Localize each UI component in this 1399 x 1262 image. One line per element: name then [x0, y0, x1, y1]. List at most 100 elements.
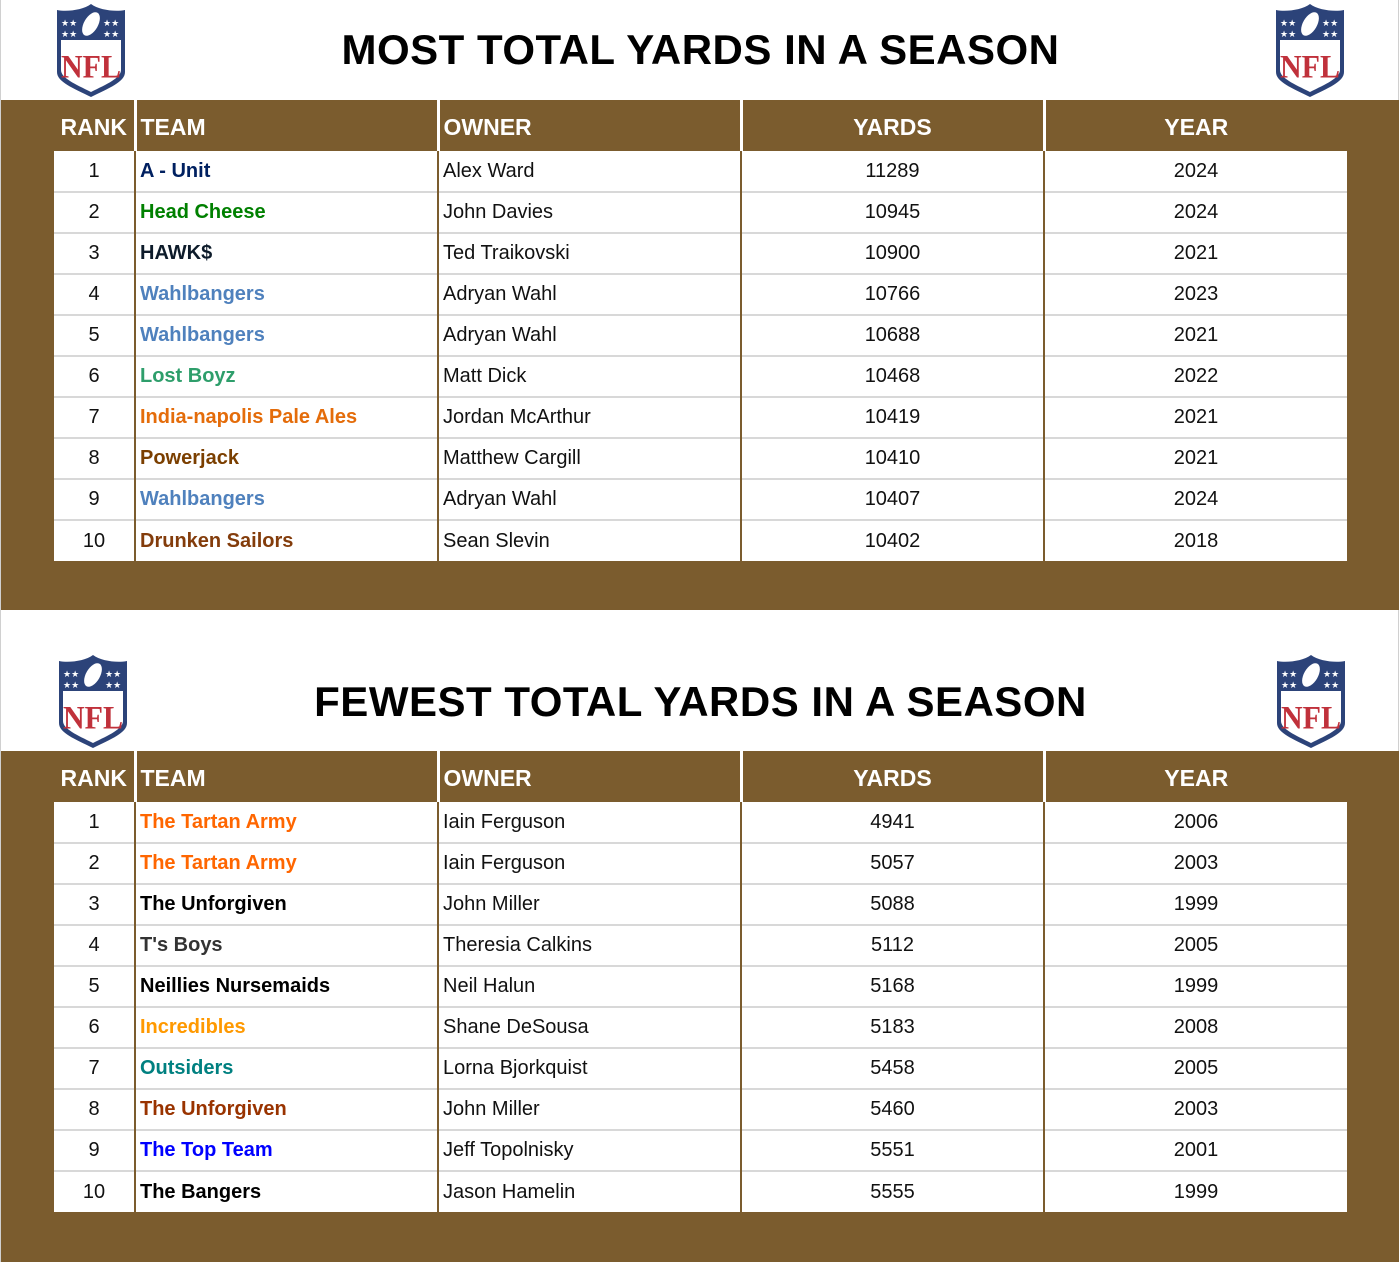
owner-cell: Iain Ferguson — [437, 802, 741, 843]
team-cell: T's Boys — [134, 924, 438, 966]
year-cell: 2008 — [1043, 1006, 1347, 1048]
owner-cell: Sean Slevin — [437, 519, 741, 561]
year-cell: 1999 — [1043, 965, 1347, 1007]
year-cell: 2024 — [1043, 478, 1347, 520]
owner-cell: John Miller — [437, 1088, 741, 1130]
header-row: RANK TEAM OWNER YARDS YEAR — [54, 100, 1347, 151]
owner-cell: Jeff Topolnisky — [437, 1129, 741, 1171]
svg-text:★★: ★★ — [105, 670, 121, 680]
table-row: 10 The Bangers Jason Hamelin 5555 1999 — [54, 1170, 1347, 1212]
yards-cell: 10410 — [740, 437, 1044, 479]
page-title: FEWEST TOTAL YARDS IN A SEASON — [314, 678, 1087, 725]
rank-cell: 5 — [54, 314, 135, 356]
year-cell: 2021 — [1043, 396, 1347, 438]
column-header-team: TEAM — [133, 100, 438, 151]
table-row: 5 Neillies Nursemaids Neil Halun 5168 1999 — [54, 965, 1347, 1007]
svg-text:★★: ★★ — [1322, 30, 1338, 40]
team-cell: Head Cheese — [134, 191, 438, 233]
yards-cell: 5057 — [740, 842, 1044, 884]
svg-text:★★: ★★ — [105, 681, 121, 691]
svg-text:★★: ★★ — [61, 19, 77, 29]
team-cell: The Tartan Army — [134, 842, 438, 884]
rank-cell: 8 — [54, 1088, 135, 1130]
nfl-logo-icon: ★★ ★★ ★★ ★★ NFL — [1273, 653, 1349, 749]
column-header-rank: RANK — [60, 114, 127, 140]
rank-cell: 10 — [54, 519, 135, 561]
svg-text:★★: ★★ — [1323, 670, 1339, 680]
nfl-logo-icon: ★★ ★★ ★★ ★★ NFL — [1272, 2, 1348, 98]
yards-cell: 5458 — [740, 1047, 1044, 1089]
page-title: MOST TOTAL YARDS IN A SEASON — [341, 26, 1060, 73]
table-row: 4 Wahlbangers Adryan Wahl 10766 2023 — [54, 273, 1347, 315]
team-cell: Wahlbangers — [134, 273, 438, 315]
yards-cell: 5088 — [740, 883, 1044, 925]
yards-cell: 10766 — [740, 273, 1044, 315]
team-cell: Lost Boyz — [134, 355, 438, 397]
team-cell: Neillies Nursemaids — [134, 965, 438, 1007]
nfl-logo-icon: ★★ ★★ ★★ ★★ NFL — [53, 2, 129, 98]
table-row: 5 Wahlbangers Adryan Wahl 10688 2021 — [54, 314, 1347, 356]
rank-cell: 1 — [54, 802, 135, 843]
owner-cell: John Davies — [437, 191, 741, 233]
column-header-rank: RANK — [60, 765, 127, 791]
rank-cell: 7 — [54, 396, 135, 438]
table-row: 9 The Top Team Jeff Topolnisky 5551 2001 — [54, 1129, 1347, 1171]
team-cell: A - Unit — [134, 151, 438, 192]
table-band: RANK TEAM OWNER YARDS YEAR 1 A - Unit Alex Ward… — [1, 100, 1399, 610]
year-cell: 2021 — [1043, 314, 1347, 356]
yards-cell: 5183 — [740, 1006, 1044, 1048]
svg-text:★★: ★★ — [103, 30, 119, 40]
team-cell: The Tartan Army — [134, 802, 438, 843]
owner-cell: Alex Ward — [437, 151, 741, 192]
rank-cell: 10 — [54, 1170, 135, 1212]
year-cell: 2024 — [1043, 151, 1347, 192]
yards-cell: 10688 — [740, 314, 1044, 356]
svg-text:★★: ★★ — [1280, 19, 1296, 29]
rank-cell: 9 — [54, 1129, 135, 1171]
year-cell: 2021 — [1043, 232, 1347, 274]
team-cell: Drunken Sailors — [134, 519, 438, 561]
table-band: RANK TEAM OWNER YARDS YEAR 1 The Tartan Army Ia… — [1, 751, 1399, 1262]
team-cell: Wahlbangers — [134, 314, 438, 356]
table-row: 6 Lost Boyz Matt Dick 10468 2022 — [54, 355, 1347, 397]
table-row: 7 India-napolis Pale Ales Jordan McArthur 1… — [54, 396, 1347, 438]
yards-cell: 10900 — [740, 232, 1044, 274]
team-cell: Outsiders — [134, 1047, 438, 1089]
rank-cell: 2 — [54, 191, 135, 233]
year-cell: 2005 — [1043, 1047, 1347, 1089]
team-cell: Incredibles — [134, 1006, 438, 1048]
table-row: 8 Powerjack Matthew Cargill 10410 2021 — [54, 437, 1347, 479]
svg-text:NFL: NFL — [63, 699, 123, 736]
nfl-logo-icon: ★★ ★★ ★★ ★★ NFL — [55, 653, 131, 749]
table-row: 4 T's Boys Theresia Calkins 5112 2005 — [54, 924, 1347, 966]
owner-cell: Matt Dick — [437, 355, 741, 397]
rank-cell: 6 — [54, 355, 135, 397]
year-cell: 2005 — [1043, 924, 1347, 966]
owner-cell: Neil Halun — [437, 965, 741, 1007]
yards-cell: 10402 — [740, 519, 1044, 561]
rank-cell: 7 — [54, 1047, 135, 1089]
year-cell: 2023 — [1043, 273, 1347, 315]
table-row: 2 The Tartan Army Iain Ferguson 5057 2003 — [54, 842, 1347, 884]
column-header-yards: YARDS — [739, 100, 1044, 151]
stats-table: RANK TEAM OWNER YARDS YEAR 1 The Tartan Army Ia… — [54, 751, 1347, 1212]
year-cell: 2006 — [1043, 802, 1347, 843]
table-row: 3 The Unforgiven John Miller 5088 1999 — [54, 883, 1347, 925]
table-row: 8 The Unforgiven John Miller 5460 2003 — [54, 1088, 1347, 1130]
team-cell: India-napolis Pale Ales — [134, 396, 438, 438]
column-header-team: TEAM — [133, 751, 438, 802]
year-cell: 1999 — [1043, 1170, 1347, 1212]
rank-cell: 3 — [54, 883, 135, 925]
year-cell: 2022 — [1043, 355, 1347, 397]
rank-cell: 5 — [54, 965, 135, 1007]
year-cell: 2003 — [1043, 842, 1347, 884]
yards-cell: 10419 — [740, 396, 1044, 438]
yards-cell: 5168 — [740, 965, 1044, 1007]
team-cell: HAWK$ — [134, 232, 438, 274]
svg-text:★★: ★★ — [103, 19, 119, 29]
rank-cell: 6 — [54, 1006, 135, 1048]
svg-text:NFL: NFL — [1280, 48, 1340, 85]
team-cell: The Unforgiven — [134, 1088, 438, 1130]
owner-cell: Lorna Bjorkquist — [437, 1047, 741, 1089]
yards-cell: 5555 — [740, 1170, 1044, 1212]
